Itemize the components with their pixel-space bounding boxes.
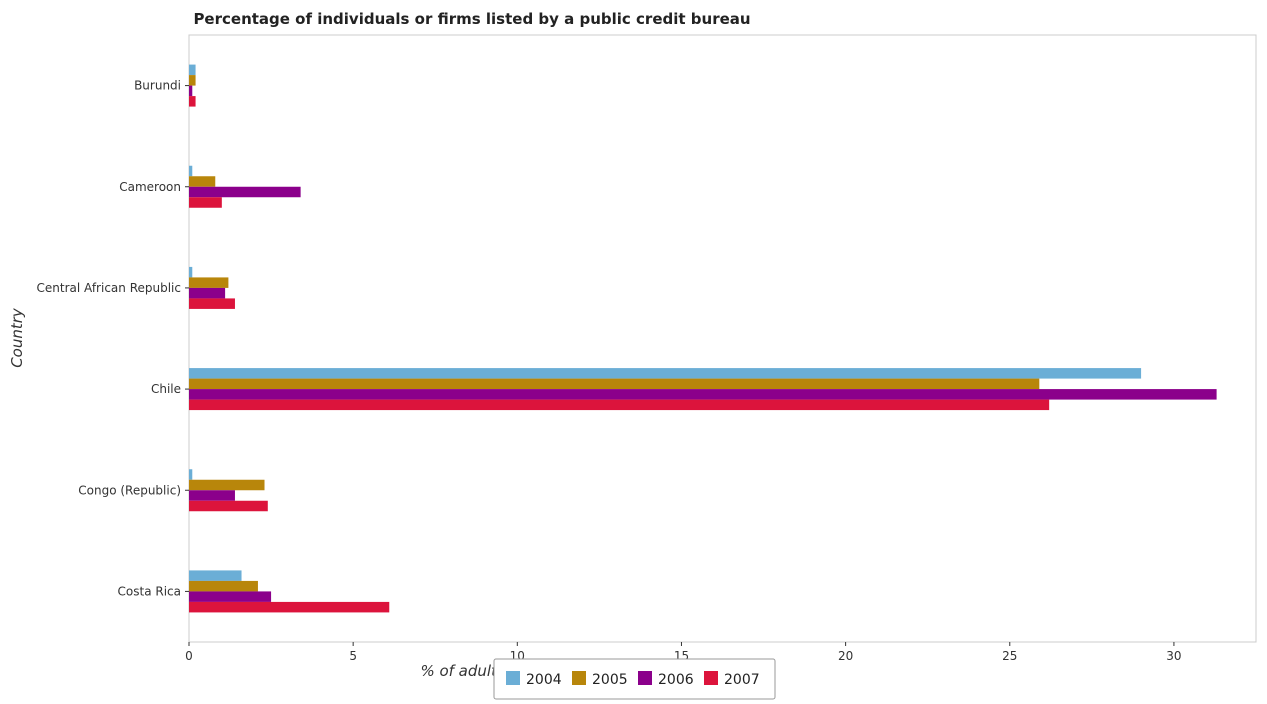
x-tick-label: 20 [838, 649, 853, 663]
bar-2007-central-african-republic [189, 298, 235, 309]
bars-layer [189, 64, 1217, 613]
chart-title: Percentage of individuals or firms liste… [193, 10, 750, 28]
bar-2005-costa-rica [189, 580, 258, 592]
bar-2006-central-african-republic [189, 287, 226, 299]
y-tick-label: Central African Republic [37, 281, 181, 295]
bar-2004-chile [189, 368, 1142, 379]
bar-2006-cameroon [189, 186, 301, 198]
y-tick-label: Chile [151, 382, 181, 396]
bar-2006-burundi [189, 85, 193, 97]
legend-swatch-2007 [704, 671, 718, 685]
bar-2004-cameroon [189, 165, 193, 177]
legend-label-2005: 2005 [592, 672, 628, 688]
legend-box [493, 658, 776, 700]
legend-swatch-2005 [572, 671, 586, 685]
legend-label-2006: 2006 [658, 672, 694, 688]
bar-2005-central-african-republic [189, 277, 229, 288]
x-tick-label: 5 [349, 649, 357, 663]
legend-swatch-2006 [638, 671, 652, 685]
bar-2006-chile [189, 389, 1217, 400]
x-tick-label: 30 [1166, 649, 1181, 663]
bar-2004-congo-republic- [189, 469, 193, 480]
bar-2004-costa-rica [189, 570, 242, 581]
legend-swatch-2004 [506, 671, 520, 685]
y-tick-label: Burundi [134, 79, 181, 93]
bar-2007-burundi [189, 96, 196, 107]
legend-label-2007: 2007 [724, 672, 760, 688]
plot-area-frame [188, 34, 1257, 643]
bar-2007-cameroon [189, 197, 222, 208]
x-tick-label: 25 [1002, 649, 1017, 663]
y-tick-label: Congo (Republic) [78, 483, 181, 497]
bar-2005-congo-republic- [189, 479, 265, 491]
y-axis-label: Country [8, 307, 26, 368]
bar-2004-central-african-republic [189, 266, 193, 278]
bar-2007-congo-republic- [189, 500, 268, 512]
bar-2005-burundi [189, 75, 196, 86]
bar-2007-costa-rica [189, 601, 390, 613]
legend-label-2004: 2004 [526, 672, 562, 688]
x-tick-label: 0 [185, 649, 193, 663]
y-axis: Burundi Cameroon Central African Republic C… [37, 79, 189, 598]
bar-2006-congo-republic- [189, 490, 235, 501]
y-tick-label: Cameroon [119, 180, 181, 194]
bar-2006-costa-rica [189, 591, 272, 602]
bar-2005-chile [189, 378, 1040, 390]
legend: 2004 2005 2006 2007 [493, 658, 776, 700]
bar-2005-cameroon [189, 176, 216, 187]
y-tick-label: Costa Rica [118, 584, 181, 598]
bar-2004-burundi [189, 64, 196, 76]
bar-2007-chile [189, 399, 1050, 411]
